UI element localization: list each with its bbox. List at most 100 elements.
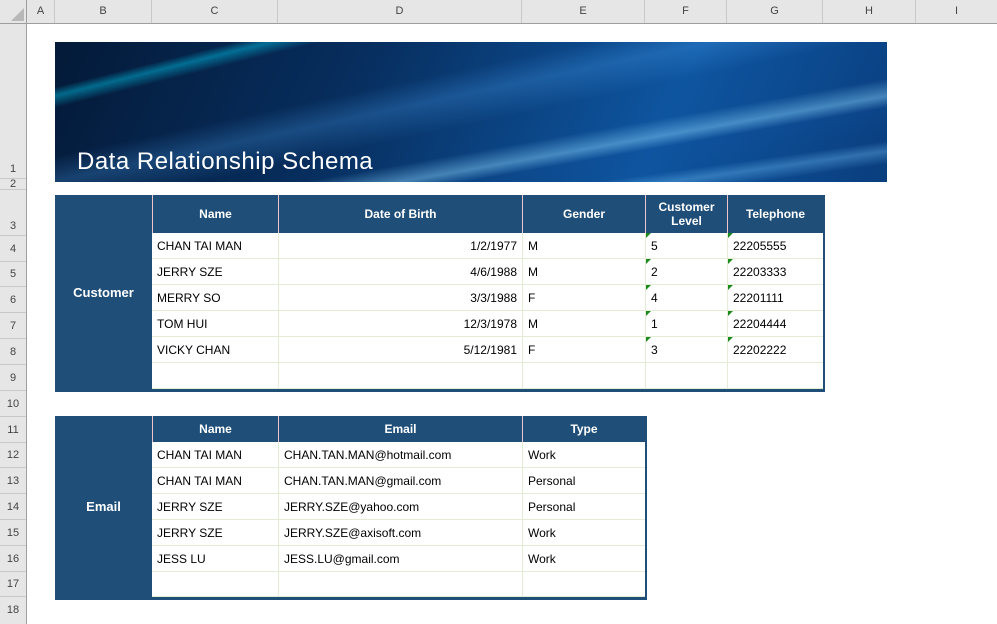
row-header-3[interactable]: 3 <box>0 190 26 236</box>
cell-email-email[interactable]: CHAN.TAN.MAN@gmail.com <box>278 468 522 494</box>
cell-customer-name[interactable]: TOM HUI <box>152 311 278 337</box>
column-header-g[interactable]: G <box>727 0 823 23</box>
cell-customer-telephone[interactable]: 22201111 <box>727 285 823 311</box>
cell-customer-dob[interactable]: 4/6/1988 <box>278 259 522 285</box>
row-header-7[interactable]: 7 <box>0 313 26 339</box>
cell-empty[interactable] <box>152 363 278 389</box>
error-indicator-icon <box>646 337 651 342</box>
cell-customer-dob[interactable]: 3/3/1988 <box>278 285 522 311</box>
row-header-17[interactable]: 17 <box>0 572 26 597</box>
customer-col-gender[interactable]: Gender <box>522 195 645 233</box>
cell-empty[interactable] <box>645 363 727 389</box>
email-col-type[interactable]: Type <box>522 416 645 442</box>
cell-email-email[interactable]: JERRY.SZE@yahoo.com <box>278 494 522 520</box>
cell-email-type[interactable]: Personal <box>522 494 645 520</box>
error-indicator-icon <box>728 285 733 290</box>
row-header-11[interactable]: 11 <box>0 417 26 443</box>
cell-customer-telephone[interactable]: 22205555 <box>727 233 823 259</box>
cell-customer-gender[interactable]: M <box>522 259 645 285</box>
cell-empty[interactable] <box>278 363 522 389</box>
row-header-8[interactable]: 8 <box>0 339 26 365</box>
cell-customer-dob[interactable]: 12/3/1978 <box>278 311 522 337</box>
email-col-email[interactable]: Email <box>278 416 522 442</box>
cell-customer-telephone[interactable]: 22203333 <box>727 259 823 285</box>
cell-email-name[interactable]: JERRY SZE <box>152 494 278 520</box>
cell-customer-telephone[interactable]: 22204444 <box>727 311 823 337</box>
cell-empty[interactable] <box>152 572 278 597</box>
row-header-4[interactable]: 4 <box>0 236 26 262</box>
customer-col-name[interactable]: Name <box>152 195 278 233</box>
cell-email-name[interactable]: CHAN TAI MAN <box>152 442 278 468</box>
cell-customer-level[interactable]: 1 <box>645 311 727 337</box>
cell-customer-gender[interactable]: F <box>522 337 645 363</box>
email-table-label[interactable]: Email <box>55 416 152 597</box>
cell-email-type[interactable]: Personal <box>522 468 645 494</box>
select-all-button[interactable] <box>0 0 27 24</box>
column-header-i[interactable]: I <box>954 5 959 17</box>
cell-empty[interactable] <box>522 572 645 597</box>
cell-value: 2 <box>651 264 658 279</box>
banner-title: Data Relationship Schema <box>77 148 374 175</box>
row-header-bar: 1 2 3 4 5 6 7 8 9 10 11 12 13 14 15 16 1… <box>0 24 27 624</box>
cell-email-type[interactable]: Work <box>522 546 645 572</box>
customer-col-level[interactable]: Customer Level <box>645 195 727 233</box>
cell-customer-telephone[interactable]: 22202222 <box>727 337 823 363</box>
row-header-18[interactable]: 18 <box>6 604 20 616</box>
row-header-6[interactable]: 6 <box>0 287 26 313</box>
cell-customer-level[interactable]: 5 <box>645 233 727 259</box>
cell-customer-gender[interactable]: M <box>522 311 645 337</box>
error-indicator-icon <box>728 337 733 342</box>
cell-email-email[interactable]: JESS.LU@gmail.com <box>278 546 522 572</box>
row-header-10[interactable]: 10 <box>0 391 26 417</box>
row-header-13[interactable]: 13 <box>0 468 26 494</box>
cell-customer-gender[interactable]: M <box>522 233 645 259</box>
row-header-5[interactable]: 5 <box>0 262 26 287</box>
cell-customer-name[interactable]: JERRY SZE <box>152 259 278 285</box>
customer-table-label[interactable]: Customer <box>55 195 152 389</box>
cell-email-type[interactable]: Work <box>522 442 645 468</box>
cell-customer-level[interactable]: 4 <box>645 285 727 311</box>
cell-value: 22205555 <box>733 238 787 253</box>
column-header-e[interactable]: E <box>522 0 645 23</box>
row-header-14[interactable]: 14 <box>0 494 26 520</box>
email-col-name[interactable]: Name <box>152 416 278 442</box>
cell-customer-level[interactable]: 2 <box>645 259 727 285</box>
cell-empty[interactable] <box>522 363 645 389</box>
cell-email-name[interactable]: JERRY SZE <box>152 520 278 546</box>
cell-customer-name[interactable]: VICKY CHAN <box>152 337 278 363</box>
cell-customer-dob[interactable]: 5/12/1981 <box>278 337 522 363</box>
cell-empty[interactable] <box>278 572 522 597</box>
row-header-9[interactable]: 9 <box>0 365 26 391</box>
banner-image[interactable]: Data Relationship Schema <box>55 42 887 182</box>
column-header-h[interactable]: H <box>823 0 916 23</box>
customer-col-telephone[interactable]: Telephone <box>727 195 823 233</box>
row-header-2[interactable]: 2 <box>0 178 26 190</box>
row-header-12[interactable]: 12 <box>0 443 26 468</box>
cell-value: 1 <box>651 316 658 331</box>
cell-empty[interactable] <box>727 363 823 389</box>
row-header-1[interactable]: 1 <box>0 24 26 179</box>
column-header-bar: A B C D E F G H I <box>27 0 997 24</box>
cell-customer-dob[interactable]: 1/2/1977 <box>278 233 522 259</box>
cell-customer-name[interactable]: CHAN TAI MAN <box>152 233 278 259</box>
cell-email-type[interactable]: Work <box>522 520 645 546</box>
error-indicator-icon <box>728 233 733 238</box>
column-header-f[interactable]: F <box>645 0 727 23</box>
row-header-15[interactable]: 15 <box>0 520 26 546</box>
cell-email-email[interactable]: CHAN.TAN.MAN@hotmail.com <box>278 442 522 468</box>
cell-email-email[interactable]: JERRY.SZE@axisoft.com <box>278 520 522 546</box>
customer-col-dob[interactable]: Date of Birth <box>278 195 522 233</box>
cell-customer-level[interactable]: 3 <box>645 337 727 363</box>
row-header-16[interactable]: 16 <box>0 546 26 572</box>
cell-email-name[interactable]: CHAN TAI MAN <box>152 468 278 494</box>
error-indicator-icon <box>728 259 733 264</box>
cell-value: 22204444 <box>733 316 787 331</box>
error-indicator-icon <box>646 259 651 264</box>
column-header-d[interactable]: D <box>278 0 522 23</box>
cell-email-name[interactable]: JESS LU <box>152 546 278 572</box>
column-header-b[interactable]: B <box>55 0 152 23</box>
column-header-a[interactable]: A <box>27 0 55 23</box>
cell-customer-name[interactable]: MERRY SO <box>152 285 278 311</box>
column-header-c[interactable]: C <box>152 0 278 23</box>
cell-customer-gender[interactable]: F <box>522 285 645 311</box>
